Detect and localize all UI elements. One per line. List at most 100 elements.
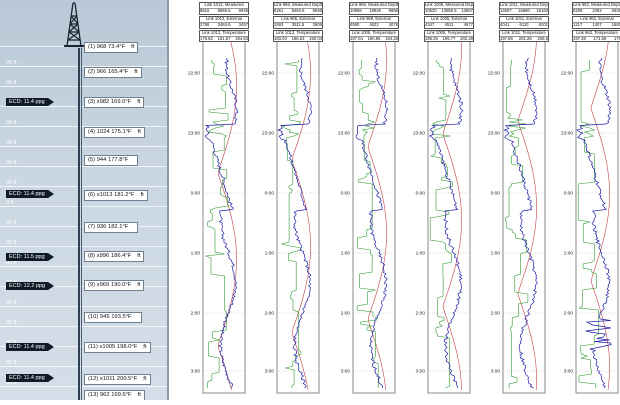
track-header[interactable]: Link 1011, Measured Depth 14607 16680 16160… (499, 2, 549, 43)
track-header-title: Link 1006, Temperature (352, 30, 396, 35)
track-header-value: 4076 (388, 21, 398, 27)
track-header-row: Link 1011, Temperature 197.86 202.28 206.6 (499, 29, 549, 43)
track-frame (427, 39, 471, 394)
track-header-title: Link 1005, Measured Depth (425, 3, 473, 7)
sensor-label[interactable]: (1) 968 73.4°F ft (84, 42, 139, 53)
track-header-title: Link 1011, External (506, 16, 542, 21)
track-header-row: Link 969, External 4590 4622 4076 (349, 15, 399, 29)
depth-grid-line (0, 66, 167, 67)
series-external-line (590, 41, 610, 391)
sensor-unit: ft (137, 99, 141, 105)
sensor-label[interactable]: (11) x1005 198.0°F ft (84, 342, 151, 353)
time-tick-label: 1:00 (265, 251, 275, 257)
track-header-value: 3605 (312, 21, 322, 27)
track-header-value: 202.28 (460, 35, 473, 41)
sensor-label[interactable]: (7) 936 182.1°F (84, 222, 139, 233)
track-header-title: Link 1011, Temperature (502, 30, 546, 35)
sensor-label[interactable]: (4) 1024 175.1°F ft (84, 127, 145, 138)
track-header-title: Link 966, External (281, 16, 315, 21)
track-header-values: 197.86 202.28 206.6 (500, 35, 548, 42)
sensor-label[interactable]: (8) x996 186.4°F ft (84, 251, 145, 262)
track-header-value: 6110 (519, 21, 529, 27)
track-header-value: 1593 (274, 21, 284, 27)
sensor-unit: ft (137, 253, 141, 259)
series-temperature-line (429, 60, 453, 389)
track-header-value: 1407 (592, 21, 602, 27)
chart-area: 22:00 23:00 0:00 1:00 2:00 3:00 22:00 23:00 0:00… (169, 0, 620, 400)
ecd-tag: ECD: 11.4 ppg (6, 98, 54, 106)
track-header-values: 4590 4622 4076 (350, 21, 398, 28)
track-header-value: 181.57 (217, 35, 231, 41)
ecd-tag: ECD: 11.4 ppg (6, 374, 54, 382)
drill-pipe (78, 48, 80, 400)
track-header-values: 14607 16680 16160 (500, 7, 548, 14)
time-tick-label: 22:00 (488, 71, 500, 77)
depth-label: 00 ft (6, 80, 17, 86)
sensor-label[interactable]: (9) x969 190.0°F ft (84, 280, 145, 291)
depth-label: 00 ft (6, 360, 17, 366)
track-header[interactable]: Link 966, Measured Depth 8261 9494.6 9946 Li… (273, 2, 323, 43)
track-header-values: 10966 19826 9966 (350, 7, 398, 14)
sensor-label[interactable]: (10) 945 193.5°F (84, 312, 142, 323)
sensor-reading: (10) 945 193.5°F (88, 314, 132, 320)
derrick-icon (64, 2, 84, 47)
track-header-title: Link 1013, External (206, 16, 242, 21)
track-header-value: 187.04 (350, 35, 363, 41)
track-header-value: 6201 (538, 21, 548, 27)
track-header-row: Link 969, Measured Depth 10966 19826 9966 (349, 2, 399, 15)
track-header-title: Link 962, Temperature (576, 30, 618, 35)
time-tick-label: 2:00 (564, 311, 574, 317)
track-header-row: Link 1012, Measured 8616 6666.5 9945 (199, 2, 249, 15)
chart-track: 22:00 23:00 0:00 1:00 2:00 3:00 (262, 39, 320, 394)
time-tick-label: 3:00 (265, 369, 275, 375)
sensor-unit: ft (143, 376, 147, 382)
sensor-unit: ft (137, 392, 141, 398)
sensor-label[interactable]: (6) x1013 181.2°F ft (84, 190, 148, 201)
series-external-line (517, 41, 537, 391)
track-header-values: 4347 4511 4677 (425, 21, 473, 28)
time-tick-label: 1:00 (491, 251, 501, 257)
tracks-svg: 22:00 23:00 0:00 1:00 2:00 3:00 22:00 23:00 0:00… (188, 39, 619, 394)
track-header-value: 4041 (500, 21, 510, 27)
track-header-row: Link 962, External 1217 1407 1600 (572, 15, 620, 29)
depth-label: 00 ft (6, 300, 17, 306)
track-header-value: 2786 (200, 21, 210, 27)
sensor-reading: (8) x996 186.4°F (88, 253, 132, 259)
depth-grid-line (0, 306, 167, 307)
depth-label: 00 ft (6, 180, 17, 186)
time-tick-label: 2:00 (416, 311, 426, 317)
track-header-values: 183.03 186.63 190.04 (274, 35, 322, 42)
time-tick-label: 3:00 (491, 369, 501, 375)
track-header[interactable]: Link 1012, Measured 8616 6666.5 9945 Link 10… (199, 2, 249, 43)
track-header-value: 4677 (463, 21, 473, 27)
track-header[interactable]: Link 962, Measured Depth 0259 2482 2646 Link… (572, 2, 620, 43)
track-header-value: 3511.5 (291, 21, 305, 27)
chart-track: 22:00 23:00 0:00 1:00 2:00 3:00 (488, 39, 546, 394)
depth-grid-line (0, 266, 167, 267)
time-tick-label: 2:00 (341, 311, 351, 317)
ecd-tag: ECD: 11.5 ppg (6, 253, 54, 261)
sensor-label[interactable]: (13) 962 199.6°F ft (84, 390, 145, 400)
track-header-value: 184.63 (235, 35, 248, 41)
sensor-label[interactable]: (3) x982 169.0°F ft (84, 97, 145, 108)
series-external-line (442, 41, 462, 391)
time-tick-label: 23:00 (262, 131, 274, 137)
track-header-values: 8616 6666.5 9945 (200, 7, 248, 14)
track-header-values: 195.26 195.77 202.28 (425, 35, 473, 42)
track-header[interactable]: Link 969, Measured Depth 10966 19826 9966 Li… (349, 2, 399, 43)
ecd-tag: ECD: 11.4 ppg (6, 190, 54, 198)
series-depth-line (428, 57, 464, 389)
depth-grid-line (0, 186, 167, 187)
track-header-title: Link 1013, Temperature (276, 30, 320, 35)
depth-grid-line (0, 286, 167, 287)
track-header-title: Link 1005, External (431, 16, 467, 21)
track-header-value: 16680 (518, 7, 530, 13)
sensor-label[interactable]: (2) 966 165.4°F ft (84, 67, 142, 78)
depth-grid-line (0, 226, 167, 227)
track-frame (276, 39, 320, 394)
sensor-label[interactable]: (5) 944 177.8°F (84, 155, 139, 166)
track-header[interactable]: Link 1005, Measured Depth 10520 13850.5 136… (424, 2, 474, 43)
track-header-row: Link 1006, Temperature 187.04 190.95 194.26 (349, 29, 399, 43)
sensor-reading: (7) 936 182.1°F (88, 224, 129, 230)
sensor-label[interactable]: (12) x1011 200.5°F ft (84, 374, 151, 385)
